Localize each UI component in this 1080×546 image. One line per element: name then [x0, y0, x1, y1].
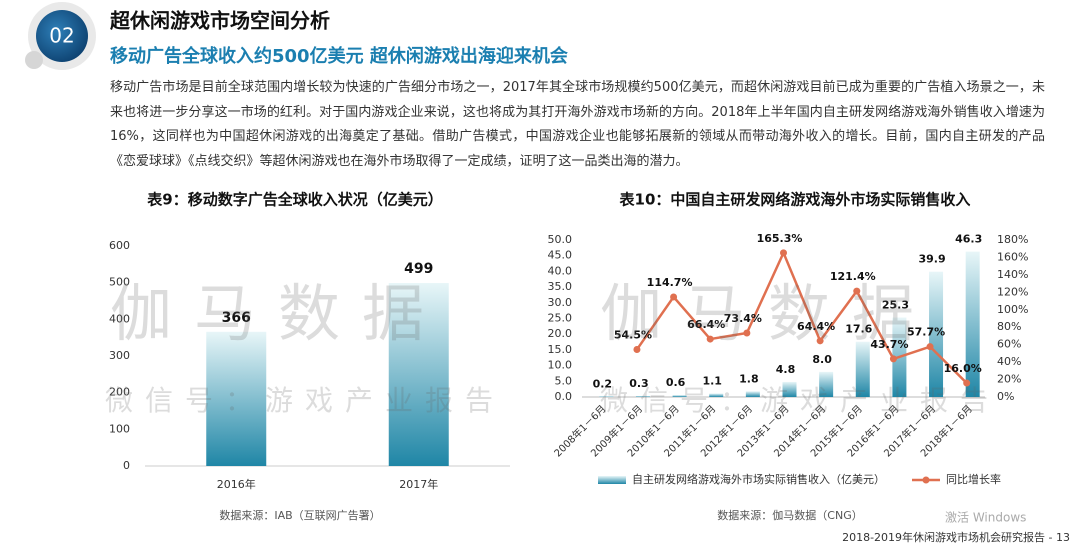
data-label: 114.7%: [647, 276, 693, 289]
tick-label: 100%: [997, 303, 1028, 316]
tick-label: 500: [109, 276, 130, 289]
line-point: [743, 329, 751, 337]
bar: [206, 331, 267, 466]
bar: [819, 371, 834, 397]
tick-label: 15.0: [548, 343, 573, 356]
data-label: 17.6: [845, 323, 872, 336]
tick-label: 0.0: [555, 390, 573, 403]
data-label: 0.3: [629, 377, 649, 390]
chart-title: 表10：中国自主研发网络游戏海外市场实际销售收入: [620, 191, 971, 209]
badge-number: 02: [49, 24, 74, 48]
tick-label: 30.0: [548, 296, 573, 309]
line-point: [889, 355, 897, 363]
badge: [36, 10, 88, 62]
tick-label: 40%: [997, 355, 1021, 368]
tick-label: 45.0: [548, 249, 573, 262]
data-label: 366: [222, 310, 251, 326]
tick-label: 40.0: [548, 264, 573, 277]
subtitle: 移动广告全球收入约500亿美元 超休闲游戏出海迎来机会: [110, 45, 568, 67]
x-tick-label: 2017年: [399, 477, 438, 491]
tick-label: 35.0: [548, 280, 573, 293]
line-point: [816, 337, 824, 345]
tick-label: 0: [123, 459, 130, 472]
data-label: 121.4%: [830, 270, 876, 283]
tick-label: 10.0: [548, 359, 573, 372]
legend-label: 同比增长率: [946, 472, 1001, 486]
legend-swatch: [598, 476, 626, 484]
tick-label: 5.0: [555, 374, 573, 387]
watermark: 微信号：游戏产业报告: [600, 384, 1000, 417]
data-label: 43.7%: [870, 338, 908, 351]
os-watermark: 激活 Windows: [945, 511, 1026, 525]
bar: [929, 271, 944, 397]
bar: [709, 393, 724, 397]
data-label: 57.7%: [907, 326, 945, 339]
data-label: 8.0: [812, 353, 832, 366]
page-footer: 2018-2019年休闲游戏市场机会研究报告 - 13: [842, 530, 1070, 544]
tick-label: 60%: [997, 338, 1021, 351]
legend-label: 自主研发网络游戏海外市场实际销售收入（亿美元）: [632, 472, 885, 486]
tick-label: 200: [109, 386, 130, 399]
tick-label: 140%: [997, 268, 1028, 281]
bar: [855, 341, 870, 397]
line-point: [853, 287, 861, 295]
line: [635, 249, 968, 384]
watermarks: 伽马数据 伽马数据 微信号：游戏产业报告 微信号：游戏产业报告: [105, 277, 1000, 417]
data-label: 39.9: [918, 253, 945, 266]
data-label: 0.2: [593, 377, 613, 390]
data-label: 54.5%: [614, 328, 652, 341]
source: 数据来源：伽马数据（CNG）: [717, 508, 862, 522]
tick-label: 400: [109, 312, 130, 325]
tick-label: 300: [109, 349, 130, 362]
data-label: 64.4%: [797, 320, 835, 333]
data-label: 1.1: [702, 375, 722, 388]
bar: [388, 283, 449, 466]
data-label: 4.8: [776, 363, 796, 376]
watermark: 伽马数据: [110, 277, 446, 350]
source: 数据来源：IAB（互联网广告署）: [219, 508, 380, 522]
tick-label: 25.0: [548, 312, 573, 325]
line-point: [963, 379, 971, 387]
data-label: 16.0%: [944, 362, 982, 375]
line-point: [780, 249, 787, 257]
data-label: 25.3: [882, 299, 909, 312]
bar: [672, 395, 687, 397]
tick-label: 600: [109, 239, 130, 252]
data-label: 0.6: [666, 376, 686, 389]
line-point: [706, 335, 714, 343]
watermark: 微信号：游戏产业报告: [105, 384, 505, 417]
chart-title: 表9：移动数字广告全球收入状况（亿美元）: [147, 191, 442, 209]
x-tick-label: 2016年: [217, 477, 256, 491]
tick-label: 0%: [997, 390, 1014, 403]
bar: [965, 251, 980, 397]
tick-label: 100: [109, 422, 130, 435]
title: 超休闲游戏市场空间分析: [109, 9, 330, 33]
data-label: 499: [404, 261, 433, 277]
data-label: 73.4%: [724, 312, 762, 325]
tick-label: 80%: [997, 320, 1021, 333]
line-point: [633, 345, 641, 353]
data-label: 165.3%: [757, 232, 803, 245]
tick-label: 20.0: [548, 327, 573, 340]
data-label: 1.8: [739, 372, 759, 385]
tick-label: 160%: [997, 250, 1028, 263]
bar: [635, 396, 650, 397]
badge-dot: [25, 51, 43, 69]
tick-label: 50.0: [548, 233, 573, 246]
legend-swatch: [922, 476, 930, 484]
bar: [599, 396, 614, 397]
line-point: [670, 293, 678, 301]
data-label: 66.4%: [687, 318, 725, 331]
watermark: 伽马数据: [600, 277, 936, 350]
bar: [745, 391, 760, 397]
line-point: [926, 343, 934, 351]
tick-label: 180%: [997, 233, 1028, 246]
data-label: 46.3: [955, 233, 982, 246]
tick-label: 120%: [997, 285, 1028, 298]
tick-label: 20%: [997, 373, 1021, 386]
bar: [782, 381, 797, 397]
paragraph: 移动广告市场是目前全球范围内增长较为快速的广告细分市场之一，2017年其全球市场…: [110, 80, 1045, 169]
